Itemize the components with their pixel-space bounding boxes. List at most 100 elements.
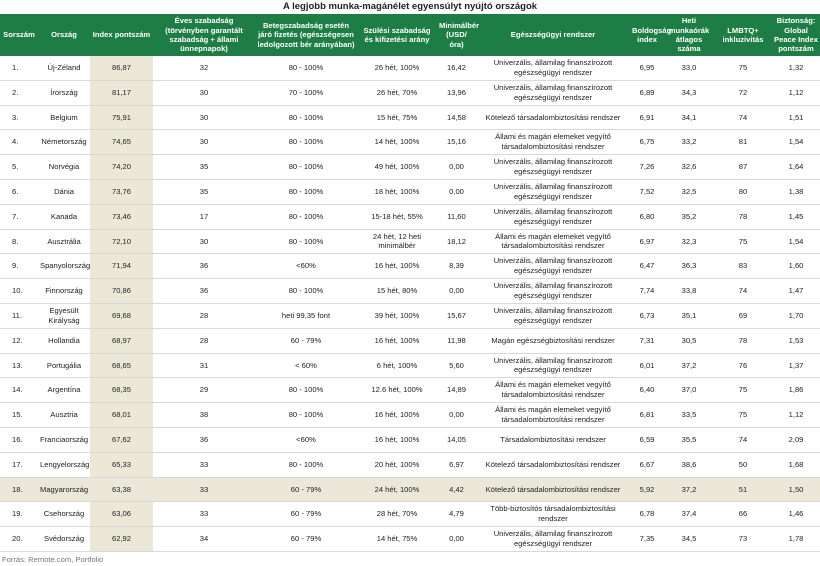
table-row: 13. Portugália 68,65 31 < 60% 6 hét, 100% 5,60… (0, 353, 820, 379)
table-row: 19. Csehország 63,06 33 60 - 79% 28 hét, 70% 4… (0, 501, 820, 528)
table-row: 17. Lengyelország 65,33 33 80 - 100% 20 hét, … (0, 452, 820, 478)
table-cell: heti 99,35 font (255, 303, 357, 329)
table-cell: 74,65 (90, 129, 153, 156)
table-cell: Finnország (38, 278, 90, 304)
table-cell: 0,00 (437, 154, 476, 180)
table-row: 18. Magyarország 63,38 33 60 - 79% 24 hét, 10… (0, 477, 820, 503)
column-header: Boldogság index (630, 14, 671, 56)
table-cell: 0,00 (437, 402, 476, 428)
table-cell: 80 - 100% (255, 402, 357, 428)
table-row: 9. Spanyolország 71,94 36 <60% 16 hét, 100% 8,… (0, 253, 820, 280)
table-cell: 33 (153, 501, 255, 528)
column-header: Biztonság: Global Peace Index pontszám (772, 14, 820, 56)
table-cell: Spanyolország (38, 253, 90, 280)
table-cell: 69 (714, 303, 772, 329)
table-cell: 16,42 (437, 56, 476, 81)
header-row: Sorszám Ország Index pontszám Éves szabadsá… (0, 14, 820, 56)
table-cell: 6,95 (630, 56, 664, 81)
table-cell: 33,8 (664, 278, 714, 304)
table-cell: Írország (38, 80, 90, 106)
table-cell: Univerzális, államilag finanszírozott eg… (476, 253, 630, 280)
table-cell: 34,5 (664, 526, 714, 552)
table-cell: 15. (0, 402, 38, 428)
table-cell: 80 - 100% (255, 56, 357, 81)
table-cell: 12.6 hét, 100% (357, 377, 437, 404)
table-cell: 20. (0, 526, 38, 552)
table-cell: 37,2 (664, 353, 714, 379)
table-cell: 28 hét, 70% (357, 501, 437, 528)
table-cell: 1,68 (772, 452, 820, 478)
table-cell: 80 - 100% (255, 377, 357, 404)
table-cell: Hollandia (38, 328, 90, 354)
table-cell: 60 - 79% (255, 477, 357, 503)
table-row: 14. Argentína 68,35 29 80 - 100% 12.6 hét, 10… (0, 377, 820, 404)
table-cell: 81 (714, 129, 772, 156)
column-header: Ország (38, 14, 90, 56)
column-header: Betegszabadság esetén járó fizetés (egés… (255, 14, 357, 56)
table-cell: 19. (0, 501, 38, 528)
table-cell: 16. (0, 427, 38, 453)
table-cell: < 60% (255, 353, 357, 379)
table-cell: 15-18 hét, 55% (357, 204, 437, 230)
table-cell: 32,6 (664, 154, 714, 180)
table-cell: 6,97 (437, 452, 476, 478)
table-cell: 1,46 (772, 501, 820, 528)
source-note: Forrás: Remote.com, Portfolio (2, 554, 104, 564)
table-cell: 1,64 (772, 154, 820, 180)
table-cell: 11,60 (437, 204, 476, 230)
table-cell: 16 hét, 100% (357, 328, 437, 354)
table-cell: Állami és magán elemeket vegyítő társada… (476, 229, 630, 255)
table-cell: 30,5 (664, 328, 714, 354)
table-cell: 35 (153, 179, 255, 205)
table-cell: 1,45 (772, 204, 820, 230)
table-cell: 24 hét, 12 heti minimálbér (357, 229, 437, 255)
table-cell: 14,05 (437, 427, 476, 453)
table-row: 5. Norvégia 74,20 35 80 - 100% 49 hét, 100% 0,… (0, 154, 820, 180)
table-cell: 37,0 (664, 377, 714, 404)
table-cell: 75 (714, 56, 772, 81)
column-header: Sorszám (0, 14, 38, 56)
table-cell: 37,2 (664, 477, 714, 503)
table-cell: 18. (0, 477, 38, 503)
table-cell: Magán egészségbiztosítási rendszer (476, 328, 630, 354)
table-cell: 33 (153, 452, 255, 478)
table-cell: 33,2 (664, 129, 714, 156)
table-cell: 14,89 (437, 377, 476, 404)
table-cell: Belgium (38, 105, 90, 131)
table-cell: 68,97 (90, 328, 153, 354)
table-cell: 6,73 (630, 303, 664, 329)
table-cell: 7,52 (630, 179, 664, 205)
table-cell: 6,91 (630, 105, 664, 131)
table-cell: 66 (714, 501, 772, 528)
table-cell: 1,38 (772, 179, 820, 205)
table-cell: 81,17 (90, 80, 153, 106)
table-cell: 1,53 (772, 328, 820, 354)
table-cell: 33,5 (664, 402, 714, 428)
column-header: Minimálbér (USD/óra) (437, 14, 479, 56)
table-row: 3. Belgium 75,91 30 80 - 100% 15 hét, 75% 14,5… (0, 105, 820, 131)
table-cell: 30 (153, 229, 255, 255)
table-cell: Univerzális, államilag finanszírozott eg… (476, 80, 630, 106)
table-cell: 5,60 (437, 353, 476, 379)
table-cell: 1,51 (772, 105, 820, 131)
table-cell: 1,32 (772, 56, 820, 81)
table-cell: Argentína (38, 377, 90, 404)
table-cell: 5. (0, 154, 38, 180)
table-cell: 75 (714, 377, 772, 404)
table-cell: 6,47 (630, 253, 664, 280)
table-cell: Univerzális, államilag finanszírozott eg… (476, 56, 630, 81)
table-cell: 6,75 (630, 129, 664, 156)
table-cell: 26 hét, 100% (357, 56, 437, 81)
table-cell: 28 (153, 303, 255, 329)
table-row: 12. Hollandia 68,97 28 60 - 79% 16 hét, 100% 1… (0, 328, 820, 354)
table-cell: <60% (255, 427, 357, 453)
table-cell: 67,62 (90, 427, 153, 453)
table-cell: 49 hét, 100% (357, 154, 437, 180)
table-cell: 1,60 (772, 253, 820, 280)
table-cell: 80 - 100% (255, 278, 357, 304)
table-cell: 18,12 (437, 229, 476, 255)
table-cell: 1. (0, 56, 38, 81)
table-cell: 15,16 (437, 129, 476, 156)
table-cell: 33 (153, 477, 255, 503)
table-cell: 7,74 (630, 278, 664, 304)
